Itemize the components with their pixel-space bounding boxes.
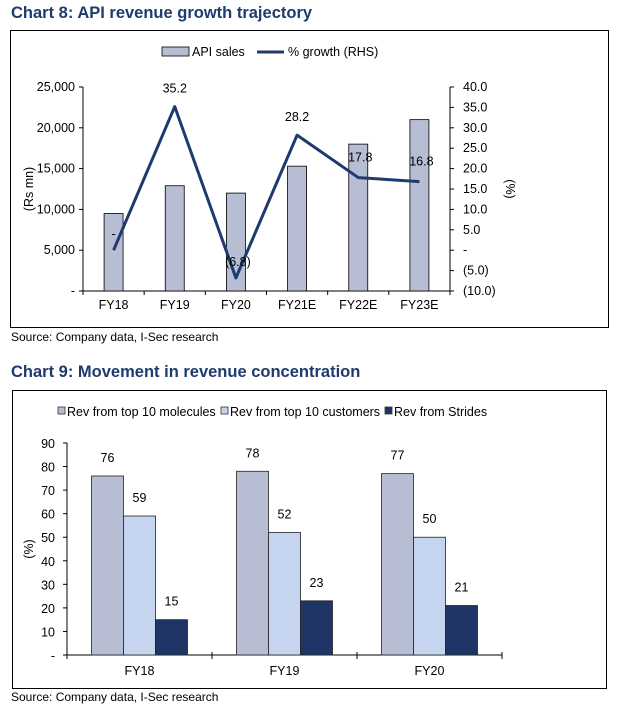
legend-swatch [384, 406, 393, 415]
chart9-source: Source: Company data, I-Sec research [11, 690, 219, 704]
chart9-frame [12, 390, 607, 689]
growth-data-label: 35.2 [163, 82, 187, 96]
bar-api-sales [164, 185, 185, 292]
bar-rev-from-top-10-customers [123, 515, 156, 656]
legend-label: Rev from top 10 customers [230, 405, 380, 419]
y-tick-label: 90 [41, 437, 55, 451]
data-label: 50 [423, 512, 437, 526]
y-tick-label: 20 [41, 602, 55, 616]
x-tick-label: FY20 [415, 664, 445, 678]
data-label: 78 [246, 446, 260, 460]
bar-rev-from-strides [300, 600, 333, 656]
y2-axis-label: (%) [503, 179, 517, 198]
y2-tick-label: 35.0 [463, 100, 487, 114]
chart8-frame [10, 30, 609, 328]
growth-data-label: 16.8 [409, 155, 433, 169]
y-axis-label: (%) [22, 539, 36, 558]
legend-swatch [220, 406, 229, 415]
bar-api-sales [409, 119, 430, 292]
y2-tick-label: 15.0 [463, 182, 487, 196]
y-tick-label: 80 [41, 461, 55, 475]
y-tick-label: 60 [41, 508, 55, 522]
growth-line [112, 105, 420, 280]
legend-label: Rev from Strides [394, 405, 487, 419]
data-label: 15 [165, 595, 179, 609]
x-tick-label: FY18 [125, 664, 155, 678]
data-label: 76 [101, 451, 115, 465]
y-tick-label: 70 [41, 484, 55, 498]
y-tick-label: 30 [41, 578, 55, 592]
x-tick-label: FY23E [400, 298, 438, 312]
y-tick-label: - [51, 649, 55, 663]
y2-tick-label: 5.0 [463, 223, 480, 237]
y-tick-label: 50 [41, 531, 55, 545]
y2-tick-label: 30.0 [463, 121, 487, 135]
y2-tick-label: (5.0) [463, 264, 489, 278]
y-tick-label: - [71, 284, 75, 298]
y-axis-label: (Rs mn) [22, 167, 36, 211]
y2-tick-label: 40.0 [463, 80, 487, 94]
bar-rev-from-top-10-molecules [236, 470, 269, 656]
bar-api-sales [348, 143, 369, 292]
legend-swatch-api-sales [161, 46, 190, 57]
bar-rev-from-strides [155, 619, 188, 656]
bar-rev-from-top-10-customers [268, 532, 301, 656]
growth-data-label: - [111, 227, 115, 241]
growth-data-label: 28.2 [285, 110, 309, 124]
y-tick-label: 5,000 [44, 243, 75, 257]
chart9-title: Chart 9: Movement in revenue concentrati… [11, 363, 361, 381]
y2-tick-label: 10.0 [463, 202, 487, 216]
data-label: 77 [391, 449, 405, 463]
growth-data-label: 17.8 [348, 151, 372, 165]
legend-label-growth: % growth (RHS) [288, 45, 378, 59]
chart8-source: Source: Company data, I-Sec research [11, 330, 219, 344]
data-label: 21 [455, 581, 469, 595]
growth-data-label: (6.8) [225, 255, 251, 269]
y2-tick-label: - [463, 243, 467, 257]
x-tick-label: FY22E [339, 298, 377, 312]
y2-tick-label: (10.0) [463, 284, 496, 298]
y-tick-label: 25,000 [37, 80, 75, 94]
x-tick-label: FY20 [221, 298, 251, 312]
y-tick-label: 20,000 [37, 121, 75, 135]
y2-tick-label: 20.0 [463, 162, 487, 176]
bar-api-sales [287, 165, 307, 292]
bar-rev-from-top-10-molecules [381, 473, 414, 656]
chart8-title: Chart 8: API revenue growth trajectory [11, 4, 313, 22]
legend-label-api-sales: API sales [192, 45, 245, 59]
bar-rev-from-strides [445, 605, 478, 656]
x-tick-label: FY21E [278, 298, 316, 312]
legend-swatch [57, 406, 66, 415]
data-label: 59 [133, 491, 147, 505]
bar-rev-from-top-10-customers [413, 536, 446, 656]
y-tick-label: 15,000 [37, 162, 75, 176]
legend-label: Rev from top 10 molecules [67, 405, 216, 419]
x-tick-label: FY19 [160, 298, 190, 312]
y2-tick-label: 25.0 [463, 141, 487, 155]
data-label: 52 [278, 508, 292, 522]
bar-rev-from-top-10-molecules [91, 475, 124, 656]
x-tick-label: FY19 [270, 664, 300, 678]
y-tick-label: 40 [41, 555, 55, 569]
data-label: 23 [310, 576, 324, 590]
y-tick-label: 10,000 [37, 202, 75, 216]
y-tick-label: 10 [41, 625, 55, 639]
x-tick-label: FY18 [99, 298, 129, 312]
bar-api-sales [103, 213, 124, 292]
